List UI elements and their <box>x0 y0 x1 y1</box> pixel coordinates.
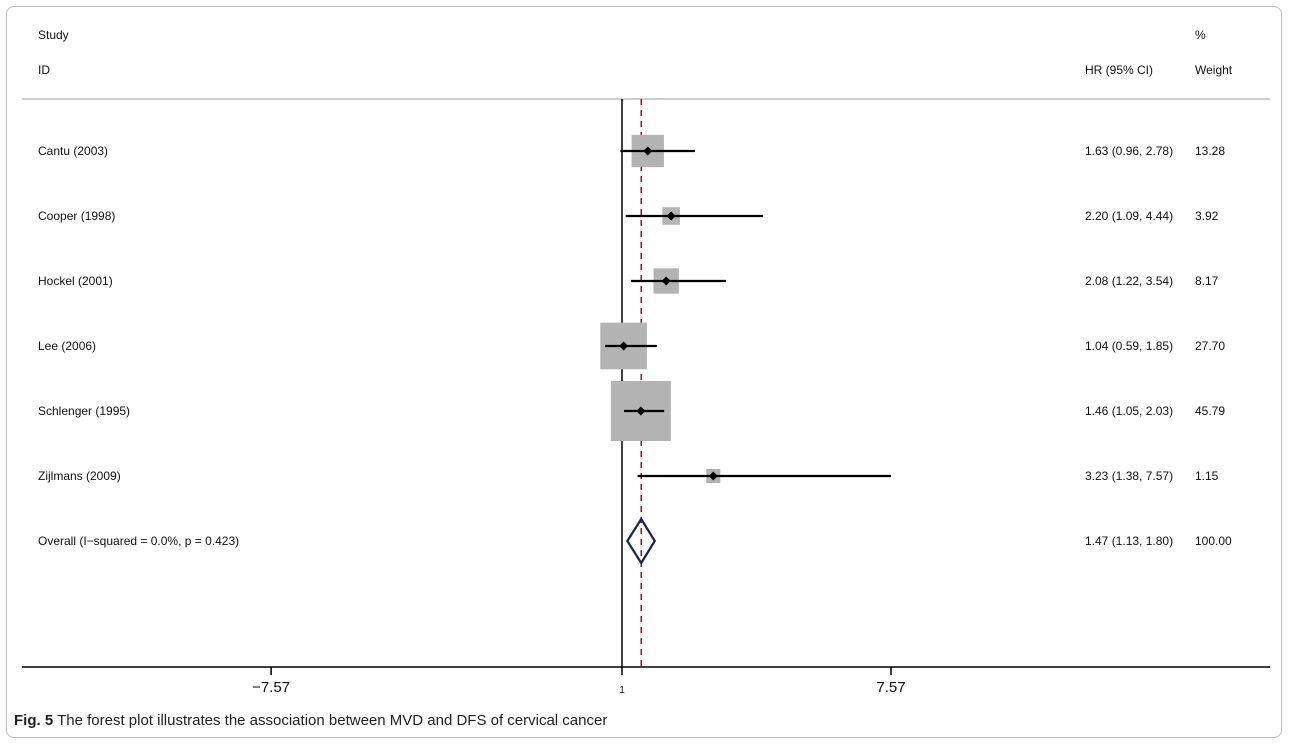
hr-ci-value: 2.08 (1.22, 3.54) <box>1085 274 1174 288</box>
weight-value: 1.15 <box>1195 469 1219 483</box>
header-id: ID <box>38 63 50 77</box>
weight-value: 27.70 <box>1195 339 1226 353</box>
hr-ci-value: 2.20 (1.09, 4.44) <box>1085 209 1174 223</box>
weight-value: 45.79 <box>1195 404 1226 418</box>
point-estimate <box>619 341 629 351</box>
study-row-marks <box>610 381 671 441</box>
figure-number: Fig. 5 <box>14 712 54 729</box>
header-hr: HR (95% CI) <box>1085 63 1154 77</box>
study-label: Cantu (2003) <box>38 144 109 158</box>
weight-value: 13.28 <box>1195 144 1226 158</box>
study-label: Hockel (2001) <box>38 274 113 288</box>
header-percent: % <box>1195 28 1206 42</box>
hr-ci-value: 1.46 (1.05, 2.03) <box>1085 404 1174 418</box>
point-estimate <box>661 276 671 286</box>
study-label: Lee (2006) <box>38 339 97 353</box>
overall-weight-value: 100.00 <box>1195 534 1232 548</box>
study-row-marks <box>600 322 657 370</box>
point-estimate <box>708 471 718 481</box>
study-row-marks <box>637 469 891 483</box>
weight-value: 8.17 <box>1195 274 1219 288</box>
weight-value: 3.92 <box>1195 209 1219 223</box>
x-tick-label: 1 <box>619 685 625 696</box>
study-row-marks <box>631 268 726 294</box>
overall-diamond <box>626 516 657 566</box>
x-tick-label: −7.57 <box>252 679 291 696</box>
hr-ci-value: 3.23 (1.38, 7.57) <box>1085 469 1174 483</box>
point-estimate <box>643 146 653 156</box>
point-estimate <box>666 211 676 221</box>
study-label: Zijlmans (2009) <box>38 469 121 483</box>
figure-frame <box>6 6 1282 738</box>
study-row-marks <box>625 207 763 225</box>
overall-label: Overall (I−squared = 0.0%, p = 0.423) <box>38 534 240 548</box>
x-tick-label: 7.57 <box>876 679 906 696</box>
study-label: Cooper (1998) <box>38 209 116 223</box>
study-row-marks <box>620 134 695 168</box>
header-study: Study <box>38 28 69 42</box>
point-estimate <box>636 406 646 416</box>
caption-text: The forest plot illustrates the associat… <box>57 712 608 729</box>
header-weight: Weight <box>1195 63 1233 77</box>
hr-ci-value: 1.63 (0.96, 2.78) <box>1085 144 1174 158</box>
overall-hr-ci-value: 1.47 (1.13, 1.80) <box>1085 534 1174 548</box>
hr-ci-value: 1.04 (0.59, 1.85) <box>1085 339 1174 353</box>
figure-caption: Fig. 5 The forest plot illustrates the a… <box>14 712 607 729</box>
study-label: Schlenger (1995) <box>38 404 131 418</box>
